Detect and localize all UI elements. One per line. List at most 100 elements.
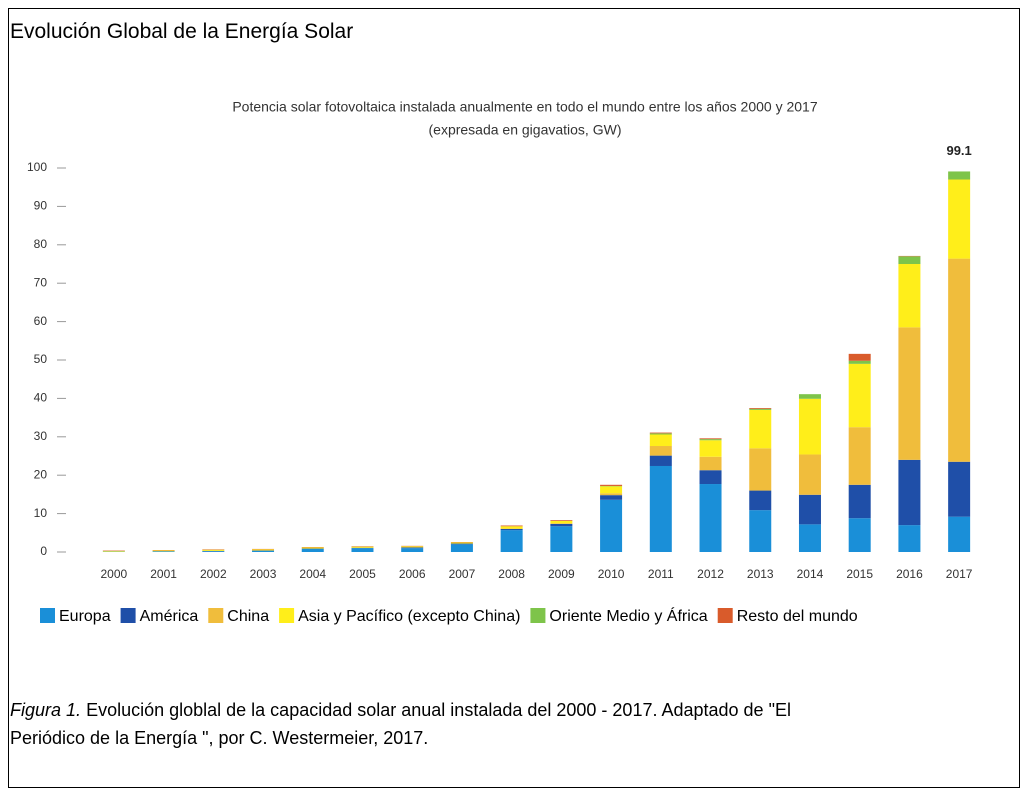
page: Evolución Global de la Energía Solar Pot…: [0, 0, 1023, 771]
bar-segment: [948, 180, 970, 259]
y-tick-label: 40: [34, 391, 48, 405]
bar-segment: [650, 434, 672, 446]
y-tick-label: 20: [34, 467, 48, 481]
bar-segment: [550, 526, 572, 552]
bar-segment: [700, 457, 722, 470]
bar-segment: [401, 546, 423, 547]
x-tick-label: 2006: [399, 567, 426, 581]
bar-segment: [898, 327, 920, 459]
bar-segment: [849, 354, 871, 361]
bar-segment: [799, 524, 821, 552]
x-tick-label: 2004: [299, 567, 326, 581]
x-tick-label: 2008: [498, 567, 525, 581]
legend-swatch: [121, 608, 136, 623]
bar-segment: [153, 551, 175, 552]
bar-segment: [650, 456, 672, 466]
caption-label: Figura 1.: [10, 700, 81, 720]
bar-segment: [501, 529, 523, 530]
legend-label: Europa: [59, 608, 111, 625]
bar-segment: [700, 484, 722, 552]
bar-segment: [550, 523, 572, 524]
bar-segment: [550, 521, 572, 523]
y-tick-label: 10: [34, 506, 48, 520]
bar-segment: [700, 438, 722, 439]
x-tick-label: 2010: [598, 567, 625, 581]
legend-label: Resto del mundo: [737, 608, 858, 625]
bar-segment: [749, 491, 771, 511]
bar-segment: [600, 500, 622, 552]
bar-segment: [650, 466, 672, 552]
bar-segment: [849, 361, 871, 364]
bar-segment: [799, 399, 821, 455]
bar-segment: [202, 550, 224, 551]
legend-label: Asia y Pacífico (excepto China): [298, 608, 520, 625]
x-tick-label: 2016: [896, 567, 923, 581]
bar-segment: [948, 259, 970, 462]
bar-segment: [700, 439, 722, 440]
bar-segment: [749, 448, 771, 490]
bar-segment: [501, 526, 523, 527]
bar-segment: [898, 525, 920, 552]
bar-segment: [749, 408, 771, 409]
bar-segment: [799, 394, 821, 399]
x-tick-label: 2001: [150, 567, 177, 581]
bar-segment: [153, 550, 175, 551]
bar-segment: [501, 526, 523, 528]
x-tick-label: 2015: [846, 567, 873, 581]
x-tick-label: 2000: [101, 567, 128, 581]
y-tick-label: 50: [34, 352, 48, 366]
bar-segment: [600, 486, 622, 493]
x-tick-label: 2013: [747, 567, 774, 581]
bar-segment: [451, 544, 473, 552]
bar-segment: [302, 547, 324, 548]
bar-segment: [849, 518, 871, 552]
caption-text: Evolución globlal de la capacidad solar …: [10, 700, 791, 748]
y-tick-label: 30: [34, 429, 48, 443]
bar-segment: [898, 460, 920, 525]
caption: Figura 1. Evolución globlal de la capaci…: [10, 696, 830, 752]
bar-segment: [252, 551, 274, 552]
y-tick-label: 90: [34, 199, 48, 213]
bar-segment: [202, 551, 224, 552]
x-tick-label: 2011: [648, 567, 674, 581]
bar-segment: [849, 364, 871, 427]
legend-swatch: [40, 608, 55, 623]
legend-label: China: [227, 608, 269, 625]
bar-segment: [501, 530, 523, 552]
bar-segment: [550, 520, 572, 521]
bar-segment: [948, 462, 970, 517]
bar-segment: [650, 433, 672, 434]
legend-label: Oriente Medio y África: [549, 606, 707, 625]
x-tick-label: 2003: [250, 567, 277, 581]
legend-swatch: [530, 608, 545, 623]
x-tick-label: 2002: [200, 567, 227, 581]
x-tick-label: 2017: [946, 567, 973, 581]
total-label: 99.1: [946, 143, 971, 158]
chart-subtitle: (expresada en gigavatios, GW): [429, 122, 622, 138]
bar-segment: [302, 549, 324, 552]
y-tick-label: 0: [40, 544, 47, 558]
legend-swatch: [718, 608, 733, 623]
y-tick-label: 80: [34, 237, 48, 251]
bar-segment: [600, 485, 622, 486]
bar-segment: [650, 433, 672, 434]
x-tick-label: 2014: [797, 567, 824, 581]
chart: Potencia solar fotovoltaica instalada an…: [0, 0, 1023, 680]
bar-segment: [252, 549, 274, 550]
bar-segment: [600, 495, 622, 500]
bar-segment: [849, 485, 871, 518]
bar-segment: [401, 547, 423, 548]
legend-swatch: [208, 608, 223, 623]
bar-segment: [799, 454, 821, 494]
legend-label: América: [140, 608, 199, 625]
bar-segment: [451, 544, 473, 545]
bar-segment: [749, 410, 771, 448]
bar-segment: [650, 446, 672, 456]
bar-segment: [799, 495, 821, 525]
bar-segment: [550, 524, 572, 526]
y-tick-label: 70: [34, 275, 48, 289]
bar-segment: [948, 171, 970, 179]
bar-segment: [849, 427, 871, 485]
chart-title: Potencia solar fotovoltaica instalada an…: [232, 99, 818, 115]
bar-segment: [351, 547, 373, 548]
